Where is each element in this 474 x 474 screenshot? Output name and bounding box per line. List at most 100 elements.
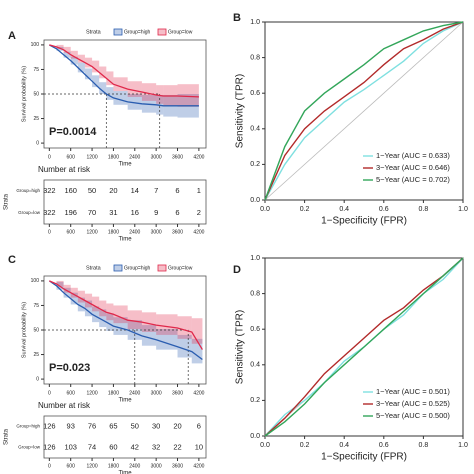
y-axis-label: Sensitivity (TPR) (235, 74, 246, 148)
y-tick-label: 75 (33, 67, 39, 73)
x-tick-label: 0 (48, 154, 51, 160)
confidence-band (177, 84, 199, 107)
x-tick-label: 0 (48, 229, 51, 235)
confidence-band (92, 306, 100, 323)
y-tick-label: 0.0 (250, 197, 260, 204)
legend-title: Strata (86, 265, 102, 271)
risk-table-frame (43, 415, 207, 459)
confidence-band (63, 51, 71, 58)
risk-row-label: Group=low (18, 210, 41, 215)
survival-curve (49, 280, 203, 350)
x-tick-label: 0.0 (260, 206, 270, 213)
x-tick-label: 0.6 (379, 206, 389, 213)
legend-label: Group=low (168, 29, 193, 35)
x-tick-label: 0 (48, 463, 51, 469)
legend-label: 3−Year (AUC = 0.525) (376, 399, 450, 408)
legend-label: 5−Year (AUC = 0.702) (376, 175, 450, 184)
x-tick-label: 1.0 (458, 442, 468, 449)
x-tick-label: 1200 (87, 229, 98, 235)
confidence-band (191, 318, 203, 344)
x-tick-label: 4200 (193, 229, 204, 235)
risk-count: 14 (131, 186, 139, 195)
legend-label: Group=high (124, 265, 150, 271)
confidence-band (70, 287, 78, 298)
x-tick-label: 4200 (193, 463, 204, 469)
risk-count: 32 (152, 442, 160, 451)
risk-count: 74 (88, 442, 96, 451)
y-tick-label: 0.6 (250, 90, 260, 97)
y-axis-label: Survival probability (%) (21, 66, 27, 122)
risk-count: 50 (131, 421, 139, 430)
risk-count: 1 (197, 186, 201, 195)
survival-curve (48, 44, 199, 107)
y-tick-label: 0 (36, 140, 39, 146)
risk-count: 22 (173, 442, 181, 451)
confidence-band (156, 314, 178, 335)
x-tick-label: 0 (48, 390, 51, 396)
y-tick-label: 25 (33, 352, 39, 358)
y-tick-label: 25 (33, 116, 39, 122)
legend-swatch (113, 264, 123, 272)
x-tick-label: 0.2 (300, 442, 310, 449)
x-tick-label: 3600 (172, 154, 183, 160)
risk-count: 6 (175, 208, 179, 217)
x-axis-label: 1−Specificity (FPR) (321, 216, 407, 227)
panel-label: A (8, 30, 16, 42)
y-axis-label: Sensitivity (TPR) (235, 310, 246, 384)
x-axis-label: Time (118, 162, 132, 168)
x-tick-label: 3600 (172, 229, 183, 235)
y-tick-label: 0.2 (250, 161, 260, 168)
risk-count: 31 (109, 208, 117, 217)
confidence-band (127, 310, 142, 330)
legend-label: Group=high (124, 29, 150, 35)
risk-count: 126 (43, 442, 56, 451)
confidence-band (92, 60, 100, 73)
confidence-band (84, 293, 93, 308)
x-tick-label: 0.2 (300, 206, 310, 213)
risk-count: 160 (64, 186, 77, 195)
legend-label: 1−Year (AUC = 0.501) (376, 387, 450, 396)
legend-swatch (113, 28, 123, 36)
x-tick-label: 600 (67, 390, 76, 396)
x-tick-label: 3000 (151, 154, 162, 160)
x-tick-label: 4200 (193, 390, 204, 396)
p-value: P=0.023 (49, 362, 90, 374)
confidence-band (106, 87, 114, 100)
risk-count: 6 (175, 186, 179, 195)
risk-count: 7 (154, 186, 158, 195)
risk-y-label: Strata (4, 428, 10, 445)
x-axis-label: 1−Specificity (FPR) (321, 452, 407, 463)
confidence-band (70, 50, 78, 59)
y-tick-label: 50 (33, 327, 39, 333)
risk-count: 196 (64, 208, 77, 217)
confidence-band (113, 305, 128, 324)
confidence-band (106, 303, 114, 321)
risk-count: 126 (43, 421, 56, 430)
legend-label: 3−Year (AUC = 0.646) (376, 163, 450, 172)
confidence-band (70, 292, 78, 305)
risk-count: 70 (88, 208, 96, 217)
x-tick-label: 1800 (108, 390, 119, 396)
x-tick-label: 1800 (108, 154, 119, 160)
risk-count: 2 (197, 208, 201, 217)
confidence-band (84, 57, 93, 68)
y-tick-label: 0.4 (250, 126, 260, 133)
confidence-band (77, 297, 85, 312)
y-tick-label: 0.8 (250, 290, 260, 297)
x-tick-label: 2400 (129, 390, 140, 396)
reference-diagonal (264, 21, 464, 201)
risk-count: 103 (64, 442, 77, 451)
confidence-band (113, 317, 128, 335)
risk-count: 322 (43, 208, 56, 217)
roc-curve (264, 257, 464, 437)
y-axis-label: Survival probability (%) (21, 302, 27, 358)
legend-swatch (157, 28, 167, 36)
confidence-band (84, 68, 93, 80)
legend-swatch (157, 264, 167, 272)
confidence-band (177, 316, 192, 339)
x-tick-label: 1.0 (458, 206, 468, 213)
x-tick-label: 1200 (87, 463, 98, 469)
y-tick-label: 100 (31, 278, 40, 284)
risk-count: 20 (173, 421, 181, 430)
risk-count: 76 (88, 421, 96, 430)
